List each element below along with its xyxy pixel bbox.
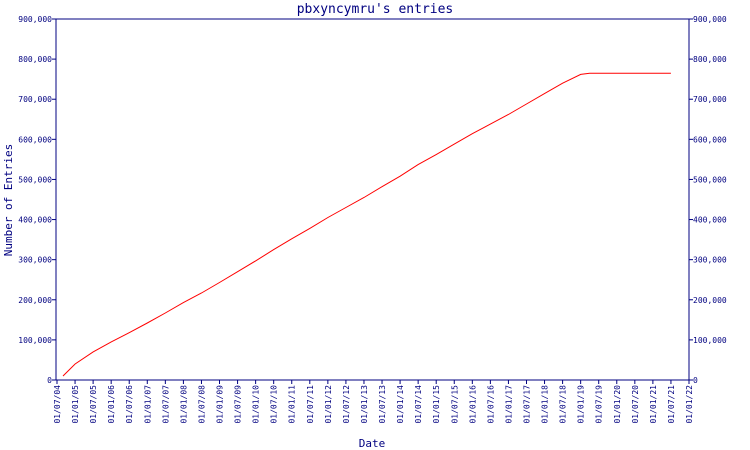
y-tick-label-left: 900,000 [18, 15, 52, 24]
y-axis-right: 0 100,000 200,000 300,000 400,000 500,000 600,… [689, 15, 727, 385]
x-tick-label: 01/01/06 [107, 385, 116, 424]
y-axis-label: Number of Entries [2, 144, 15, 257]
y-tick-label-left: 800,000 [18, 55, 52, 64]
y-tick-label-left: 700,000 [18, 95, 52, 104]
y-tick-label-left: 400,000 [18, 216, 52, 225]
x-tick-label: 01/01/17 [504, 385, 513, 424]
series-line [62, 72, 671, 377]
x-tick-label: 01/07/09 [234, 385, 243, 424]
x-tick-label: 01/07/15 [450, 385, 459, 424]
x-tick-label: 01/07/20 [631, 385, 640, 424]
x-tick-label: 01/07/16 [486, 385, 495, 424]
y-tick-label-right: 300,000 [693, 256, 727, 265]
x-tick-label: 01/01/13 [360, 385, 369, 424]
y-tick-label-left: 500,000 [18, 175, 52, 184]
x-tick-label: 01/07/21 [667, 385, 676, 424]
y-tick-label-left: 100,000 [18, 336, 52, 345]
chart-title: pbxyncymru's entries [297, 2, 454, 17]
x-tick-label: 01/01/20 [613, 385, 622, 424]
x-tick-label: 01/01/14 [396, 385, 405, 424]
x-tick-label: 01/07/14 [414, 385, 423, 424]
x-tick-label: 01/01/07 [143, 385, 152, 424]
x-tick-label: 01/01/10 [252, 385, 261, 424]
x-tick-label: 01/07/18 [559, 385, 568, 424]
x-tick-label: 01/07/08 [197, 385, 206, 424]
x-tick-label: 01/01/08 [179, 385, 188, 424]
x-tick-label: 01/01/09 [216, 385, 225, 424]
x-tick-label: 01/07/19 [595, 385, 604, 424]
x-tick-label: 01/01/19 [577, 385, 586, 424]
x-tick-label: 01/01/15 [432, 385, 441, 424]
x-axis: 01/07/04 01/01/05 01/07/05 01/01/06 01/07/06… [53, 380, 694, 424]
y-axis-left: 0 100,000 200,000 300,000 400,000 500,000 600,… [18, 15, 56, 385]
x-tick-label: 01/01/21 [649, 385, 658, 424]
x-axis-label: Date [359, 437, 386, 450]
x-tick-label: 01/07/07 [161, 385, 170, 424]
y-tick-label-right: 900,000 [693, 15, 727, 24]
x-tick-label: 01/01/11 [288, 385, 297, 424]
x-tick-label: 01/01/16 [468, 385, 477, 424]
y-tick-label-left: 200,000 [18, 296, 52, 305]
x-tick-label: 01/07/13 [378, 385, 387, 424]
y-tick-label-right: 600,000 [693, 135, 727, 144]
plot-area-border [55, 18, 690, 381]
y-tick-label-left: 300,000 [18, 256, 52, 265]
x-tick-label: 01/07/17 [522, 385, 531, 424]
y-tick-label-right: 800,000 [693, 55, 727, 64]
x-tick-label: 01/07/05 [89, 385, 98, 424]
x-tick-label: 01/07/11 [306, 385, 315, 424]
y-tick-label-right: 0 [693, 376, 698, 385]
x-tick-label: 01/07/12 [342, 385, 351, 424]
x-tick-label: 01/01/18 [541, 385, 550, 424]
x-tick-label: 01/07/10 [270, 385, 279, 424]
y-tick-label-right: 500,000 [693, 175, 727, 184]
x-tick-label: 01/07/04 [53, 385, 62, 424]
y-tick-label-right: 100,000 [693, 336, 727, 345]
x-tick-label: 01/01/22 [685, 385, 694, 424]
x-tick-label: 01/01/05 [71, 385, 80, 424]
y-tick-label-left: 0 [47, 376, 52, 385]
y-tick-label-right: 200,000 [693, 296, 727, 305]
y-tick-label-right: 400,000 [693, 216, 727, 225]
y-tick-label-left: 600,000 [18, 135, 52, 144]
x-tick-label: 01/07/06 [125, 385, 134, 424]
x-tick-label: 01/01/12 [324, 385, 333, 424]
y-tick-label-right: 700,000 [693, 95, 727, 104]
